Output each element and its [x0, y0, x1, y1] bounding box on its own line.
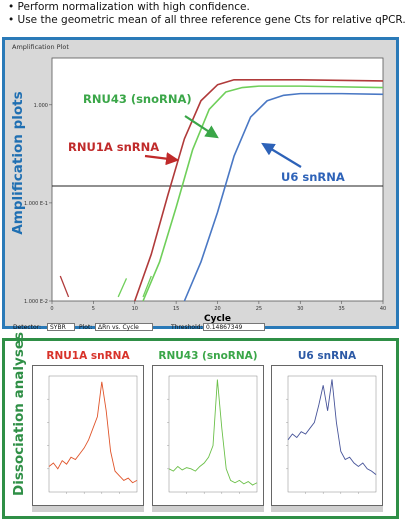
threshold-input[interactable]: 0.14867349 [203, 323, 265, 331]
dissociation-plot-u6 [271, 365, 383, 506]
mini-plot-area [48, 375, 138, 493]
series-line [142, 85, 384, 302]
x-tick-label: 10 [132, 306, 138, 312]
plot-select[interactable]: ΔRn vs. Cycle [95, 323, 153, 331]
plot-label: Plot: [79, 324, 93, 331]
x-tick-label: 0 [50, 306, 53, 312]
mini-plot-area [287, 375, 377, 493]
x-tick-label: 20 [214, 306, 220, 312]
y-tick-label: 1.000 E-2 [24, 299, 48, 305]
x-tick-label: 25 [256, 306, 262, 312]
label-rnu43: RNU43 (snoRNA) [83, 92, 192, 106]
x-tick-label: 15 [173, 306, 179, 312]
bullet-list: Perform normalization with high confiden… [8, 1, 405, 27]
series-line [183, 92, 384, 302]
bullet-item: Use the geometric mean of all three refe… [8, 14, 405, 27]
dissociation-side-label: Dissociation analyses [11, 331, 27, 496]
amplification-panel: Amplification Plot 0 5 10 15 20 25 30 35 40 Cycle… [2, 37, 399, 331]
dissociation-title-rnu1a: RNU1A snRNA [46, 350, 130, 362]
x-tick-label: 40 [380, 306, 386, 312]
series-line [133, 78, 384, 302]
window-title: Amplification Plot [12, 43, 69, 51]
baseline-noise [59, 275, 70, 298]
dissociation-title-rnu43: RNU43 (snoRNA) [158, 350, 258, 362]
baseline-noise [117, 278, 128, 298]
y-tick-label: 1.000 [34, 103, 48, 109]
mini-series-line [48, 381, 138, 484]
label-rnu1a: RNU1A snRNA [68, 140, 159, 154]
detector-label: Detector: [13, 324, 42, 331]
x-tick-label: 30 [297, 306, 303, 312]
baseline-noise [142, 275, 152, 298]
dissociation-scrollbar[interactable] [32, 506, 144, 512]
amplification-chart: 0 5 10 15 20 25 30 35 40 Cycle 1.000 1.000 E-1 1.000… [24, 57, 386, 324]
plot-area [51, 57, 384, 302]
dissociation-plot-rnu43 [152, 365, 264, 506]
threshold-label: Threshold: [171, 324, 203, 331]
dissociation-panel: RNU1A snRNA RNU43 (snoRNA) U6 snRNA [2, 338, 399, 519]
y-tick-label: 1.000 E-1 [24, 201, 48, 207]
arrow-rnu1a [144, 152, 180, 166]
detector-select[interactable]: SYBR [47, 323, 75, 331]
arrow-u6 [261, 142, 302, 168]
x-axis-label: Cycle [204, 314, 231, 324]
amplification-side-label: Amplification plots [10, 91, 26, 235]
x-tick-label: 5 [92, 306, 95, 312]
dissociation-plot-rnu1a [32, 365, 144, 506]
dissociation-title-u6: U6 snRNA [297, 350, 357, 362]
dissociation-scrollbar[interactable] [271, 506, 383, 512]
x-tick-label: 35 [338, 306, 344, 312]
mini-series-line [168, 379, 258, 486]
mini-series-line [287, 379, 377, 475]
label-u6: U6 snRNA [281, 170, 345, 184]
mini-plot-area [168, 375, 258, 493]
arrow-rnu43 [184, 115, 219, 139]
dissociation-scrollbar[interactable] [152, 506, 264, 512]
bullet-item: Perform normalization with high confiden… [8, 1, 403, 14]
